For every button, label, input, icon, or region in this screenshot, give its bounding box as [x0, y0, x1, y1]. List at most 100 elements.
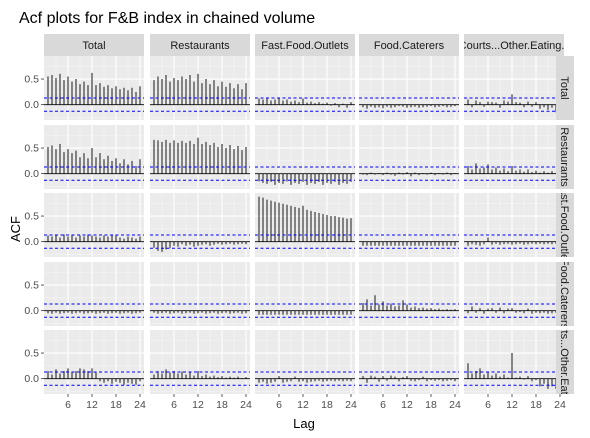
- panel-content: [44, 125, 144, 189]
- row-strip-label-group: Food.Caterers: [558, 259, 570, 330]
- y-axis: 0.0 0.5 0.0 0.5 0.0 0.5 0.0 0.5 0.0 0.5: [24, 74, 44, 385]
- row-strip-restaurants: Restaurants: [556, 125, 574, 189]
- x-tick-label: 24: [554, 399, 566, 411]
- panel-background: [255, 262, 355, 326]
- panel-background: [359, 193, 459, 257]
- panel-background: [359, 330, 459, 394]
- panel-content: [464, 193, 564, 257]
- panel-background: [44, 125, 144, 189]
- panel-total-food-courts-other-eating-places: [464, 56, 564, 120]
- panel-content: [44, 330, 144, 394]
- panel-food-courts-other-eating-places-fast-food-outlets: [255, 330, 355, 394]
- panel-content: [44, 262, 144, 326]
- x-tick-label: 6: [485, 399, 491, 411]
- x-tick-label: 12: [192, 399, 204, 411]
- panel-background: [359, 262, 459, 326]
- panel-content: [359, 262, 459, 326]
- panel-fast-food-outlets-restaurants: [150, 193, 250, 257]
- panel-background: [464, 56, 564, 120]
- panel-food-courts-other-eating-places-total: [44, 330, 144, 394]
- panel-background: [44, 193, 144, 257]
- panel-content: [44, 193, 144, 257]
- strip-background: [556, 125, 574, 189]
- row-strip-food-courts-other-eating-places: Food.Courts...Other.Eating.Places: [556, 279, 574, 438]
- row-strip-food-caterers: Food.Caterers: [556, 259, 574, 330]
- column-strip-total: Total: [44, 34, 144, 56]
- column-strip-restaurants: Restaurants: [150, 34, 250, 56]
- panel-content: [255, 125, 355, 189]
- x-tick-label: 6: [65, 399, 71, 411]
- panel-food-caterers-restaurants: [150, 262, 250, 326]
- strip-background: [44, 34, 144, 56]
- column-strip-label: Fast.Food.Outlets: [261, 40, 349, 52]
- panel-background: [464, 330, 564, 394]
- panel-content: [255, 193, 355, 257]
- y-tick-label: 0.5: [24, 211, 39, 223]
- panel-background: [464, 262, 564, 326]
- panel-background: [150, 56, 250, 120]
- x-tick-label: 24: [240, 399, 252, 411]
- panel-total-food-caterers: [359, 56, 459, 120]
- panel-background: [44, 330, 144, 394]
- strip-background: [556, 193, 574, 257]
- x-tick-label: 24: [345, 399, 357, 411]
- row-strip-label-group: Fast.Food.Outlets: [558, 193, 570, 257]
- panel-total-restaurants: [150, 56, 250, 120]
- panel-background: [255, 330, 355, 394]
- x-tick-label: 18: [530, 399, 542, 411]
- panel-background: [464, 193, 564, 257]
- column-strip-label: Total: [82, 40, 105, 52]
- row-strip-label: Food.Courts...Other.Eating.Places: [558, 279, 570, 438]
- y-axis-label: ACF: [8, 216, 23, 242]
- panel-content: [359, 56, 459, 120]
- y-tick-label: 0.5: [24, 280, 39, 292]
- row-strip-label-group: Food.Courts...Other.Eating.Places: [558, 279, 570, 438]
- panel-total-fast-food-outlets: [255, 56, 355, 120]
- x-tick-label: 12: [401, 399, 413, 411]
- panel-food-courts-other-eating-places-food-courts-other-eating-places: [464, 330, 564, 394]
- panel-content: [150, 56, 250, 120]
- strip-background: [255, 34, 355, 56]
- facet-panels: [44, 56, 564, 394]
- panel-food-caterers-food-caterers: [359, 262, 459, 326]
- column-strip-label: Restaurants: [170, 40, 230, 52]
- row-strip-label-group: Restaurants: [558, 127, 570, 187]
- strip-background: [464, 34, 564, 56]
- strip-background: [556, 56, 574, 120]
- x-tick-label: 18: [425, 399, 437, 411]
- y-tick-label: 0.5: [24, 348, 39, 360]
- panel-total-total: [44, 56, 144, 120]
- row-strip-label: Food.Caterers: [558, 259, 570, 330]
- panel-restaurants-total: [44, 125, 144, 189]
- y-tick-label: 0.0: [24, 305, 39, 317]
- row-strip-total: Total: [556, 56, 574, 120]
- x-tick-label: 6: [171, 399, 177, 411]
- panel-content: [44, 56, 144, 120]
- strip-background: [556, 262, 574, 326]
- panel-restaurants-food-courts-other-eating-places: [464, 125, 564, 189]
- panel-food-courts-other-eating-places-food-caterers: [359, 330, 459, 394]
- panel-food-caterers-food-courts-other-eating-places: [464, 262, 564, 326]
- column-strips: Total Restaurants Fast.Food.Outlets Food.Ca…: [44, 34, 564, 56]
- panel-content: [255, 262, 355, 326]
- panel-restaurants-restaurants: [150, 125, 250, 189]
- row-strip-label-group: Total: [558, 76, 570, 99]
- panel-content: [150, 125, 250, 189]
- strip-background: [359, 34, 459, 56]
- panel-background: [464, 125, 564, 189]
- x-axis: 6 12 18 24 6 12 18 24 6 12 18 24 6 12 18 24 6 12 18 24: [65, 394, 566, 411]
- y-tick-label: 0.5: [24, 143, 39, 155]
- x-tick-label: 18: [110, 399, 122, 411]
- panel-background: [359, 56, 459, 120]
- column-strip-fast-food-outlets: Fast.Food.Outlets: [255, 34, 355, 56]
- panel-background: [150, 125, 250, 189]
- x-axis-label: Lag: [293, 416, 315, 431]
- panel-content: [359, 193, 459, 257]
- panel-background: [150, 330, 250, 394]
- panel-background: [150, 193, 250, 257]
- panel-fast-food-outlets-food-courts-other-eating-places: [464, 193, 564, 257]
- column-strip-label: Food.Caterers: [374, 40, 445, 52]
- y-tick-label: 0.5: [24, 74, 39, 86]
- x-tick-label: 24: [134, 399, 146, 411]
